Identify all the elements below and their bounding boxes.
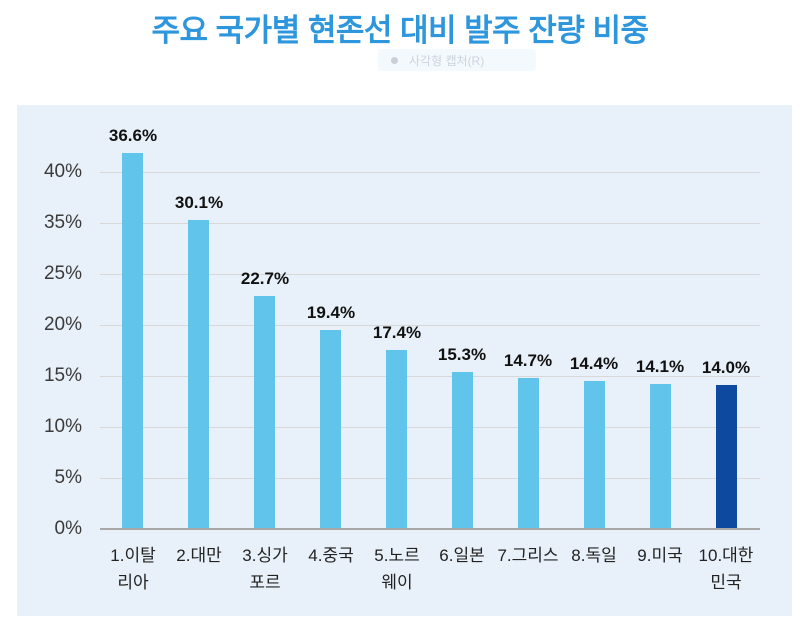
category-label-line: 포르 <box>249 573 281 592</box>
capture-tooltip-label: 사각형 캡처(R) <box>409 53 485 68</box>
category-label-line: 민국 <box>710 573 742 592</box>
category-label-line: 웨이 <box>381 573 413 592</box>
category-label: 6.일본 <box>416 542 508 569</box>
bar-6.일본 <box>452 372 473 528</box>
y-axis-tick-label: 10% <box>43 416 82 437</box>
gridline <box>100 478 760 479</box>
bar-value-label: 19.4% <box>306 303 356 322</box>
category-label-line: 4.중국 <box>308 546 354 565</box>
bar-value-label: 36.6% <box>108 126 158 145</box>
y-axis-tick-label: 5% <box>54 467 82 488</box>
capture-tooltip: 사각형 캡처(R) <box>378 49 536 71</box>
gridline <box>100 427 760 428</box>
bar-2.대만 <box>188 220 209 528</box>
bar-5.노르웨이 <box>386 350 407 528</box>
bar-value-label: 22.7% <box>240 269 290 288</box>
gridline <box>100 376 760 377</box>
category-label-line: 5.노르 <box>374 546 420 565</box>
category-label-line: 10.대한 <box>698 546 754 565</box>
bar-value-label: 14.1% <box>635 357 685 376</box>
bar-value-label: 14.0% <box>701 358 751 377</box>
gridline <box>100 172 760 173</box>
category-label-line: 1.이탈 <box>110 546 156 565</box>
category-label-line: 8.독일 <box>571 546 617 565</box>
y-axis-tick-label: 0% <box>54 518 82 539</box>
tooltip-bullet-icon <box>391 56 398 64</box>
chart-title: 주요 국가별 현존선 대비 발주 잔량 비중 <box>151 13 650 48</box>
category-label: 8.독일 <box>548 542 640 569</box>
bar-8.독일 <box>584 381 605 528</box>
y-axis-tick-label: 25% <box>43 263 82 284</box>
bar-9.미국 <box>650 384 671 528</box>
gridline <box>100 325 760 326</box>
category-label-line: 9.미국 <box>637 546 683 565</box>
bar-3.싱가포르 <box>254 296 275 528</box>
y-axis-tick-label: 15% <box>43 365 82 386</box>
bar-7.그리스 <box>518 378 539 528</box>
category-label: 9.미국 <box>614 542 706 569</box>
bar-1.이탈리아 <box>122 153 143 528</box>
x-axis-line <box>100 528 760 530</box>
bar-value-label: 14.7% <box>503 351 553 370</box>
bar-value-label: 15.3% <box>437 345 487 364</box>
bar-value-label: 17.4% <box>372 323 422 342</box>
y-axis-tick-label: 35% <box>43 212 82 233</box>
category-label-line: 6.일본 <box>439 546 485 565</box>
bar-4.중국 <box>320 330 341 528</box>
category-label: 4.중국 <box>285 542 377 569</box>
y-axis-tick-label: 20% <box>43 314 82 335</box>
category-label: 7.그리스 <box>482 542 574 569</box>
category-label: 2.대만 <box>153 542 245 569</box>
category-label-line: 7.그리스 <box>497 546 559 565</box>
gridline <box>100 274 760 275</box>
category-label-line: 3.싱가 <box>242 546 288 565</box>
y-axis-tick-label: 40% <box>43 161 82 182</box>
bar-10.대한민국 <box>716 385 737 528</box>
category-label-line: 리아 <box>117 573 149 592</box>
bar-value-label: 14.4% <box>569 354 619 373</box>
bar-value-label: 30.1% <box>174 193 224 212</box>
category-label-line: 2.대만 <box>176 546 222 565</box>
gridline <box>100 223 760 224</box>
